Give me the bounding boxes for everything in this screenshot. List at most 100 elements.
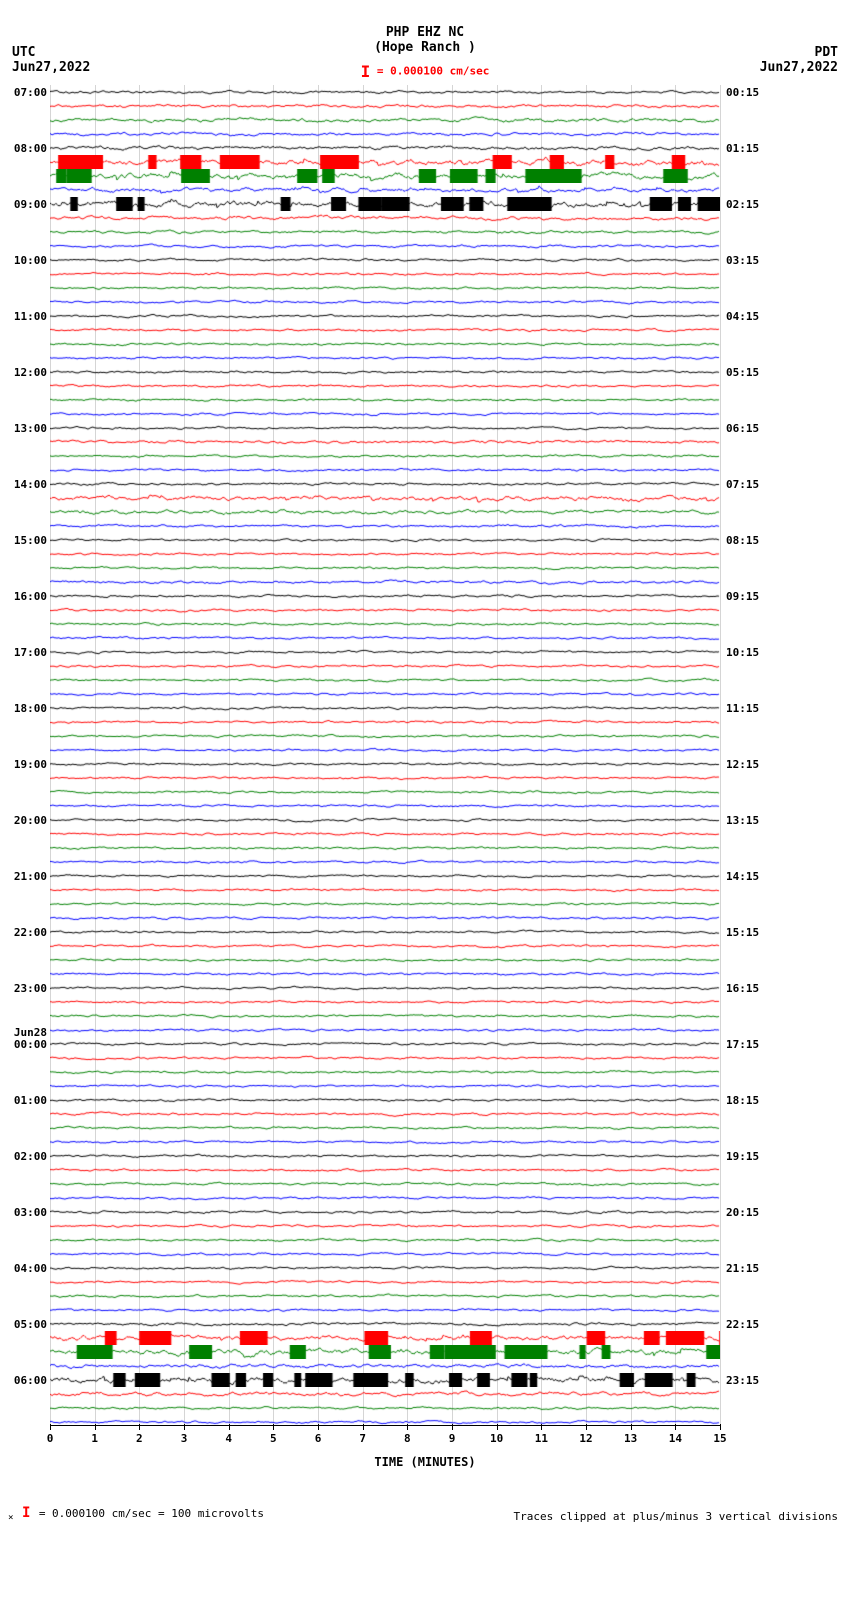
trace-canvas <box>50 1345 720 1359</box>
trace-row <box>50 1121 720 1135</box>
trace-row <box>50 575 720 589</box>
trace-row <box>50 981 720 995</box>
pdt-time-label: 04:15 <box>726 310 771 323</box>
trace-canvas <box>50 1079 720 1093</box>
footer-scale: × I = 0.000100 cm/sec = 100 microvolts <box>8 1505 264 1523</box>
trace-canvas <box>50 155 720 169</box>
trace-row <box>50 141 720 155</box>
utc-time-label: 02:00 <box>2 1150 47 1163</box>
trace-canvas <box>50 827 720 841</box>
trace-row <box>50 729 720 743</box>
trace-row <box>50 841 720 855</box>
x-tick-mark <box>273 1424 274 1430</box>
trace-canvas <box>50 589 720 603</box>
pdt-time-label: 16:15 <box>726 982 771 995</box>
x-tick-label: 15 <box>713 1432 726 1445</box>
trace-canvas <box>50 267 720 281</box>
x-tick-mark <box>50 1424 51 1430</box>
utc-time-label: 23:00 <box>2 982 47 995</box>
trace-canvas <box>50 855 720 869</box>
footer-clip-note: Traces clipped at plus/minus 3 vertical … <box>513 1510 838 1523</box>
trace-row <box>50 1177 720 1191</box>
trace-row <box>50 1149 720 1163</box>
trace-row <box>50 421 720 435</box>
x-tick-label: 0 <box>47 1432 54 1445</box>
trace-row <box>50 337 720 351</box>
right-tz: PDT <box>760 45 838 60</box>
trace-row <box>50 1415 720 1429</box>
trace-canvas <box>50 771 720 785</box>
x-tick-mark <box>318 1424 319 1430</box>
trace-canvas <box>50 99 720 113</box>
trace-row <box>50 533 720 547</box>
utc-time-label: 15:00 <box>2 534 47 547</box>
trace-row <box>50 1107 720 1121</box>
trace-canvas <box>50 1233 720 1247</box>
trace-canvas <box>50 1415 720 1429</box>
trace-canvas <box>50 281 720 295</box>
x-tick-mark <box>720 1424 721 1430</box>
trace-canvas <box>50 393 720 407</box>
x-tick-mark <box>139 1424 140 1430</box>
trace-canvas <box>50 211 720 225</box>
pdt-time-label: 17:15 <box>726 1038 771 1051</box>
trace-canvas <box>50 687 720 701</box>
station-header: PHP EHZ NC (Hope Ranch ) <box>374 25 476 55</box>
trace-canvas <box>50 841 720 855</box>
trace-row <box>50 183 720 197</box>
trace-canvas <box>50 85 720 99</box>
trace-row <box>50 603 720 617</box>
trace-canvas <box>50 1387 720 1401</box>
trace-row <box>50 519 720 533</box>
trace-row <box>50 267 720 281</box>
x-tick-label: 4 <box>225 1432 232 1445</box>
pdt-time-label: 09:15 <box>726 590 771 603</box>
trace-canvas <box>50 1331 720 1345</box>
trace-row <box>50 995 720 1009</box>
trace-canvas <box>50 225 720 239</box>
trace-canvas <box>50 1289 720 1303</box>
trace-canvas <box>50 547 720 561</box>
utc-time-label: 12:00 <box>2 366 47 379</box>
plot-area <box>50 85 720 1425</box>
x-tick-label: 5 <box>270 1432 277 1445</box>
trace-canvas <box>50 519 720 533</box>
trace-canvas <box>50 869 720 883</box>
trace-canvas <box>50 785 720 799</box>
trace-canvas <box>50 113 720 127</box>
x-tick-mark <box>675 1424 676 1430</box>
trace-row <box>50 1303 720 1317</box>
x-tick-label: 7 <box>359 1432 366 1445</box>
header-right: PDT Jun27,2022 <box>760 45 838 75</box>
trace-row <box>50 939 720 953</box>
trace-row <box>50 407 720 421</box>
trace-canvas <box>50 323 720 337</box>
trace-row <box>50 1289 720 1303</box>
x-tick-label: 14 <box>669 1432 682 1445</box>
trace-canvas <box>50 127 720 141</box>
x-tick-label: 3 <box>181 1432 188 1445</box>
trace-row <box>50 281 720 295</box>
utc-time-label: 11:00 <box>2 310 47 323</box>
trace-row <box>50 687 720 701</box>
trace-canvas <box>50 911 720 925</box>
trace-row <box>50 1387 720 1401</box>
trace-canvas <box>50 533 720 547</box>
trace-row <box>50 855 720 869</box>
pdt-time-label: 12:15 <box>726 758 771 771</box>
pdt-time-label: 08:15 <box>726 534 771 547</box>
trace-row <box>50 1009 720 1023</box>
trace-row <box>50 379 720 393</box>
trace-row <box>50 1261 720 1275</box>
trace-canvas <box>50 1023 720 1037</box>
utc-time-label: 18:00 <box>2 702 47 715</box>
utc-time-label: 20:00 <box>2 814 47 827</box>
trace-canvas <box>50 813 720 827</box>
trace-row <box>50 673 720 687</box>
trace-row <box>50 715 720 729</box>
trace-row <box>50 127 720 141</box>
trace-row <box>50 589 720 603</box>
trace-row <box>50 953 720 967</box>
trace-row <box>50 1135 720 1149</box>
scale-indicator: I = 0.000100 cm/sec <box>361 62 490 81</box>
